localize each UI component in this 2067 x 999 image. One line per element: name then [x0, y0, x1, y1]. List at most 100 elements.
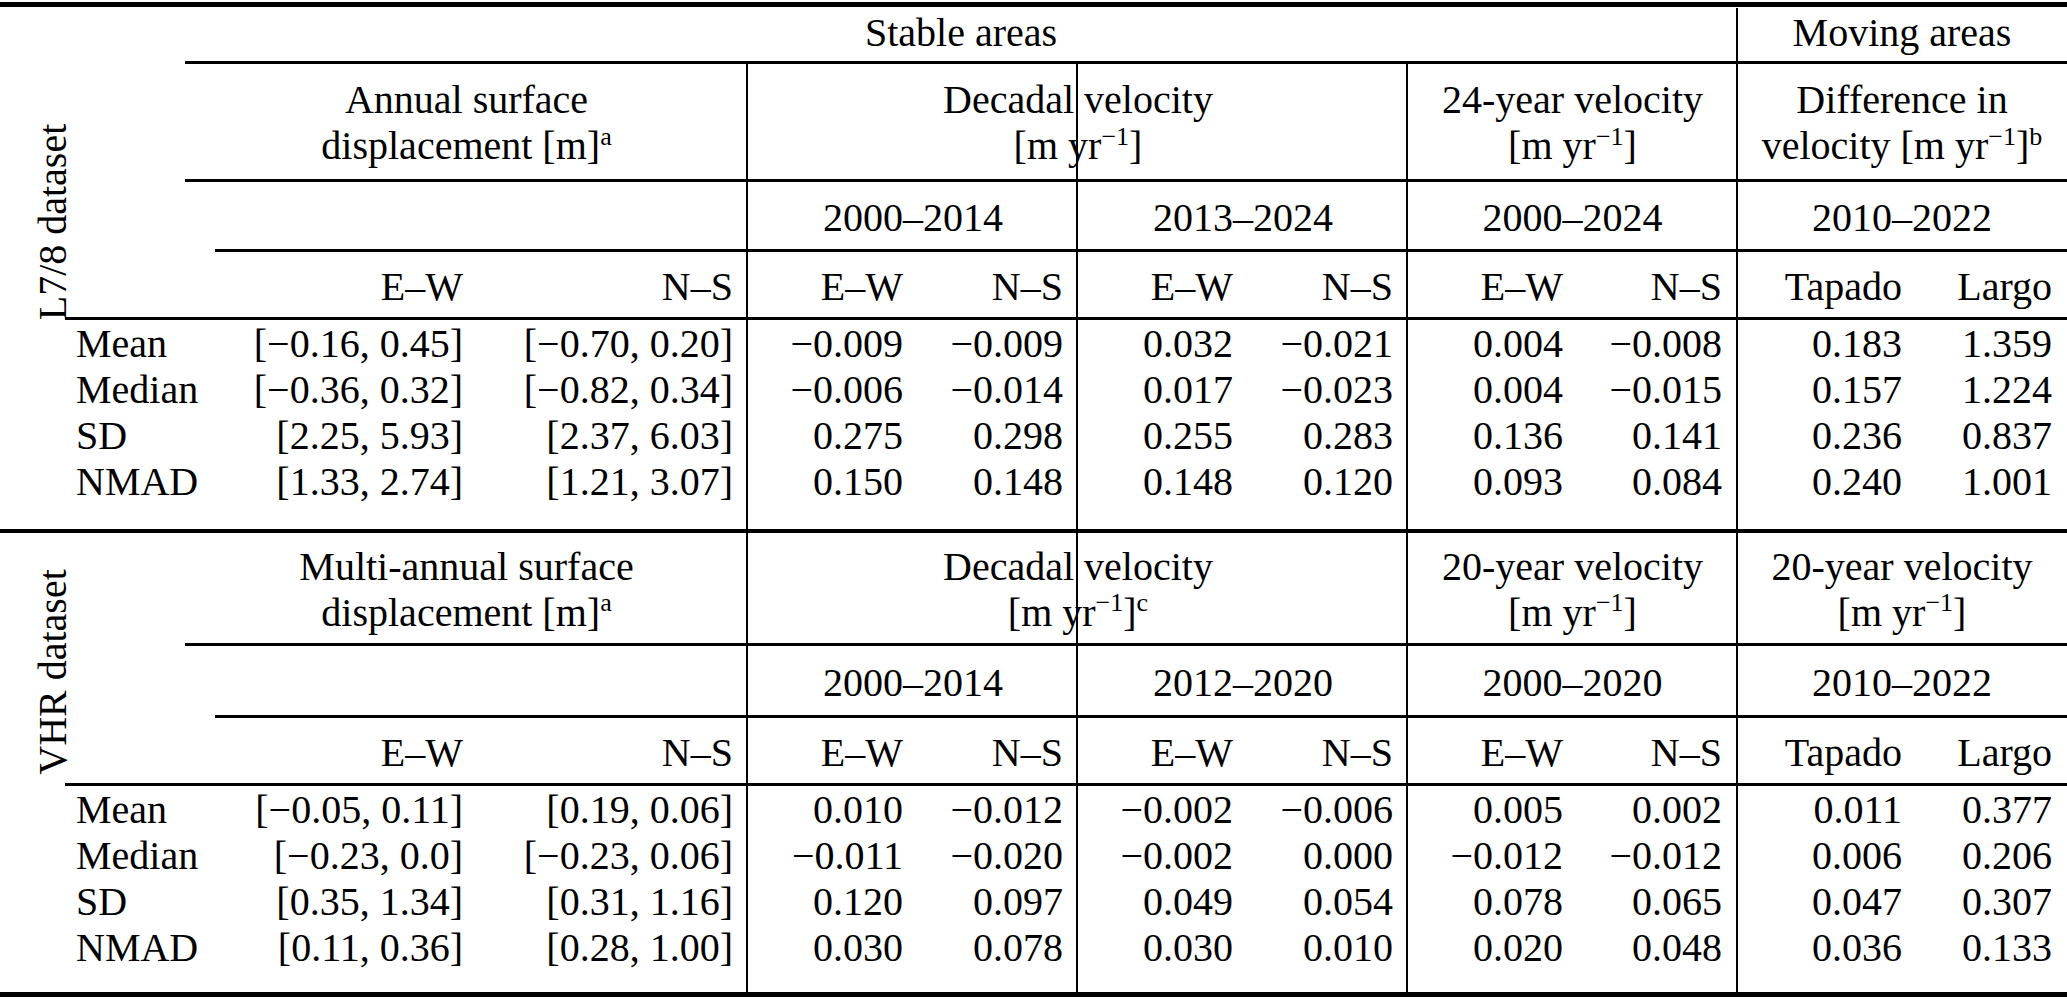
- value-cell: [0.28, 1.00]: [478, 924, 748, 970]
- group-header-24yr-velocity: 24-year velocity [m yr−1]: [1408, 64, 1737, 182]
- group-header-line1: Annual surface: [345, 77, 588, 123]
- value-cell: 0.030: [1078, 924, 1248, 970]
- value-cell: −0.009: [918, 320, 1078, 366]
- period-header: 2010–2022: [1737, 182, 2067, 252]
- section-l78: Stable areas Moving areas Annual surface…: [0, 0, 2067, 531]
- value-cell: 0.183: [1737, 320, 1917, 366]
- group-header-line1: Decadal velocity: [943, 544, 1213, 590]
- col-header: E–W: [1408, 252, 1578, 320]
- col-header: N–S: [1248, 252, 1408, 320]
- value-cell: −0.023: [1248, 366, 1408, 412]
- period-header: 2000–2014: [748, 646, 1078, 718]
- value-cell: 0.157: [1737, 366, 1917, 412]
- value-cell: [−0.23, 0.0]: [185, 832, 478, 878]
- value-cell: −0.012: [1408, 832, 1578, 878]
- value-cell: 0.837: [1917, 412, 2067, 458]
- value-cell: 1.001: [1917, 458, 2067, 504]
- value-cell: 0.150: [748, 458, 918, 504]
- value-cell: [1.21, 3.07]: [478, 458, 748, 504]
- footnote-marker: b: [2029, 122, 2042, 151]
- value-cell: 0.011: [1737, 786, 1917, 832]
- row-label: NMAD: [65, 458, 185, 504]
- col-header: N–S: [1578, 252, 1737, 320]
- group-header-line2: [m yr−1]c: [1008, 590, 1148, 636]
- value-cell: 0.275: [748, 412, 918, 458]
- value-cell: [−0.36, 0.32]: [185, 366, 478, 412]
- group-header-decadal-velocity-vhr: Decadal velocity [m yr−1]c: [748, 533, 1408, 646]
- footnote-marker: a: [600, 122, 612, 151]
- col-header: E–W: [1078, 718, 1248, 786]
- value-cell: [−0.23, 0.06]: [478, 832, 748, 878]
- group-header-line1: 20-year velocity: [1772, 544, 2033, 590]
- group-header-line2: velocity [m yr−1]b: [1762, 123, 2043, 169]
- section-vhr: Multi-annual surface displacement [m]a D…: [0, 533, 2067, 992]
- value-cell: 0.240: [1737, 458, 1917, 504]
- value-cell: −0.002: [1078, 832, 1248, 878]
- col-header: E–W: [1408, 718, 1578, 786]
- group-header-line2: displacement [m]a: [321, 590, 611, 636]
- paper-table: L7/8 dataset VHR dataset Stable areas Mo…: [0, 0, 2067, 999]
- period-header: 2010–2022: [1737, 646, 2067, 718]
- group-header-20yr-velocity-stable: 20-year velocity [m yr−1]: [1408, 533, 1737, 646]
- value-cell: 0.078: [918, 924, 1078, 970]
- value-cell: −0.006: [1248, 786, 1408, 832]
- span-header-moving-areas: Moving areas: [1737, 0, 2067, 64]
- value-cell: −0.020: [918, 832, 1078, 878]
- value-cell: 0.084: [1578, 458, 1737, 504]
- value-cell: 0.148: [1078, 458, 1248, 504]
- col-header: N–S: [478, 252, 748, 320]
- col-header: Largo: [1917, 252, 2067, 320]
- value-cell: 0.065: [1578, 878, 1737, 924]
- value-cell: 0.078: [1408, 878, 1578, 924]
- value-cell: 0.283: [1248, 412, 1408, 458]
- value-cell: 0.097: [918, 878, 1078, 924]
- col-header: Largo: [1917, 718, 2067, 786]
- col-header: N–S: [1248, 718, 1408, 786]
- value-cell: 1.224: [1917, 366, 2067, 412]
- group-header-line2: [m yr−1]: [1014, 123, 1143, 169]
- value-cell: −0.006: [748, 366, 918, 412]
- value-cell: [−0.16, 0.45]: [185, 320, 478, 366]
- value-cell: 0.298: [918, 412, 1078, 458]
- value-cell: 0.255: [1078, 412, 1248, 458]
- value-cell: [2.25, 5.93]: [185, 412, 478, 458]
- value-cell: 0.307: [1917, 878, 2067, 924]
- row-label: SD: [65, 412, 185, 458]
- group-header-line1: Multi-annual surface: [299, 544, 633, 590]
- value-cell: 0.048: [1578, 924, 1737, 970]
- col-header: E–W: [185, 718, 478, 786]
- col-header: E–W: [748, 252, 918, 320]
- value-cell: 0.017: [1078, 366, 1248, 412]
- col-header: N–S: [918, 718, 1078, 786]
- value-cell: −0.014: [918, 366, 1078, 412]
- period-header: 2013–2024: [1078, 182, 1408, 252]
- value-cell: 0.120: [748, 878, 918, 924]
- value-cell: 0.054: [1248, 878, 1408, 924]
- value-cell: 0.148: [918, 458, 1078, 504]
- rule-bottom-border: [0, 992, 2067, 997]
- group-header-line2: displacement [m]a: [321, 123, 611, 169]
- period-header: 2000–2024: [1408, 182, 1737, 252]
- period-header: 2000–2014: [748, 182, 1078, 252]
- col-header: E–W: [748, 718, 918, 786]
- value-cell: 0.004: [1408, 320, 1578, 366]
- row-label: Median: [65, 832, 185, 878]
- value-cell: 0.002: [1578, 786, 1737, 832]
- value-cell: 0.141: [1578, 412, 1737, 458]
- period-header: 2000–2020: [1408, 646, 1737, 718]
- group-header-line2: [m yr−1]: [1508, 123, 1637, 169]
- value-cell: [0.19, 0.06]: [478, 786, 748, 832]
- col-header: E–W: [1078, 252, 1248, 320]
- row-label: SD: [65, 878, 185, 924]
- value-cell: 0.236: [1737, 412, 1917, 458]
- group-header-line1: Decadal velocity: [943, 77, 1213, 123]
- value-cell: 0.047: [1737, 878, 1917, 924]
- value-cell: −0.002: [1078, 786, 1248, 832]
- row-label: Mean: [65, 786, 185, 832]
- value-cell: 0.010: [748, 786, 918, 832]
- period-header: 2012–2020: [1078, 646, 1408, 718]
- group-header-decadal-velocity: Decadal velocity [m yr−1]: [748, 64, 1408, 182]
- value-cell: 1.359: [1917, 320, 2067, 366]
- group-header-annual-displacement: Annual surface displacement [m]a: [185, 64, 748, 182]
- value-cell: [−0.70, 0.20]: [478, 320, 748, 366]
